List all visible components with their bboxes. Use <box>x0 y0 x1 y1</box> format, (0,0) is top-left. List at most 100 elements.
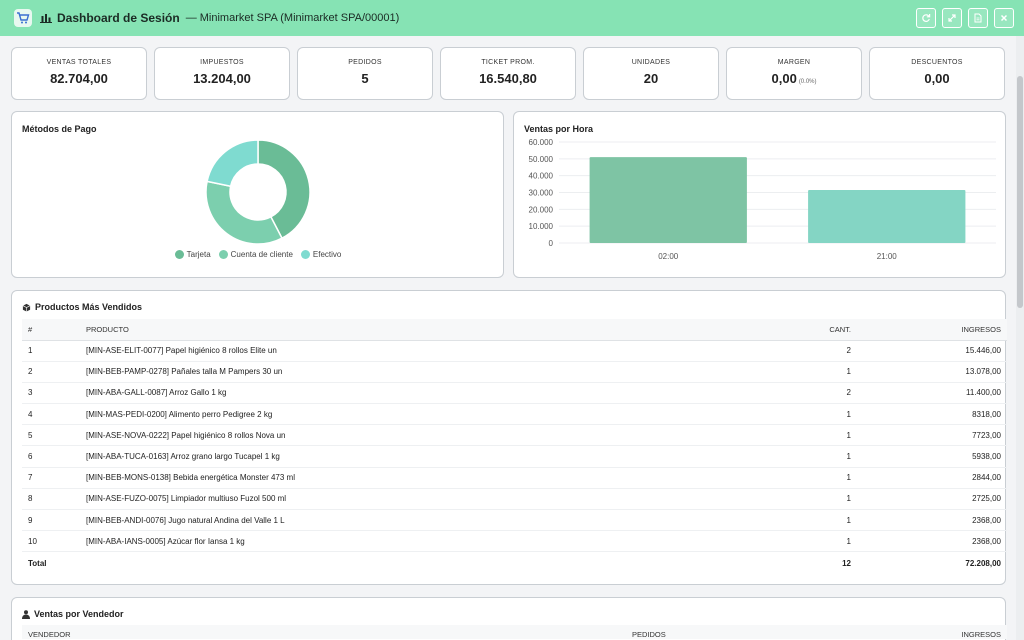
kpi-label: MARGEN <box>777 59 811 66</box>
row-product: [MIN-BEB-PAMP-0278] Pañales talla M Pamp… <box>80 361 777 383</box>
total-income: 72.208,00 <box>857 551 1007 574</box>
bar-0200[interactable] <box>589 157 747 243</box>
kpi-value-number: 0,00 <box>771 71 797 86</box>
row-product: [MIN-BEB-ANDI-0076] Jugo natural Andina … <box>80 509 777 532</box>
bar-chart-icon <box>40 13 52 23</box>
row-income: 15.446,00 <box>857 340 1007 362</box>
row-product: [MIN-ASE-NOVA-0222] Papel higiénico 8 ro… <box>80 424 777 447</box>
expand-icon <box>948 14 956 22</box>
close-button[interactable] <box>994 8 1014 28</box>
donut-slice-efectivo[interactable] <box>206 139 259 188</box>
kpi-descuentos: DESCUENTOS 0,00 <box>869 47 1005 100</box>
top-products-panel: Productos Más Vendidos # PRODUCTO CANT. … <box>11 290 1007 585</box>
kpi-unidades: UNIDADES 20 <box>583 47 719 100</box>
box-icon <box>22 303 31 312</box>
legend-label: Tarjeta <box>186 250 211 259</box>
kpi-value: 20 <box>643 71 659 86</box>
row-qty: 1 <box>777 509 857 532</box>
table-row[interactable]: 5 [MIN-ASE-NOVA-0222] Papel higiénico 8 r… <box>22 424 1007 447</box>
legend-item-efectivo[interactable]: Efectivo <box>300 250 341 259</box>
table-row[interactable]: 9 [MIN-BEB-ANDI-0076] Jugo natural Andina… <box>22 509 1007 532</box>
legend-label: Cuenta de cliente <box>230 250 293 259</box>
total-qty: 12 <box>777 551 857 574</box>
sellers-table-header: VENDEDOR PEDIDOS INGRESOS <box>22 625 1007 639</box>
sales-by-seller-panel: Ventas por Vendedor VENDEDOR PEDIDOS ING… <box>11 597 1007 640</box>
row-number: 9 <box>22 509 80 532</box>
y-tick-label: 30.000 <box>529 189 554 198</box>
table-row[interactable]: 6 [MIN-ABA-TUCA-0163] Arroz grano largo T… <box>22 445 1007 468</box>
row-number: 5 <box>22 424 80 447</box>
column-header-seller[interactable]: VENDEDOR <box>28 630 71 639</box>
row-number: 8 <box>22 488 80 511</box>
scrollbar-thumb[interactable] <box>1017 76 1023 308</box>
kpi-label: TICKET PROM. <box>481 59 535 66</box>
row-qty: 1 <box>777 467 857 489</box>
kpi-value: 0,00 <box>924 71 950 86</box>
row-product: [MIN-ABA-IANS-0005] Azúcar flor Iansa 1 … <box>80 530 777 553</box>
table-row[interactable]: 10 [MIN-ABA-IANS-0005] Azúcar flor Iansa … <box>22 530 1007 553</box>
row-product: [MIN-MAS-PEDI-0200] Alimento perro Pedig… <box>80 403 777 426</box>
row-income: 2368,00 <box>857 509 1007 532</box>
table-row[interactable]: 1 [MIN-ASE-ELIT-0077] Papel higiénico 8 r… <box>22 340 1007 362</box>
kpi-pedidos: PEDIDOS 5 <box>297 47 433 100</box>
payment-legend: Tarjeta Cuenta de cliente Efectivo <box>12 250 504 259</box>
row-income: 11.400,00 <box>857 382 1007 405</box>
row-product: [MIN-ASE-ELIT-0077] Papel higiénico 8 ro… <box>80 340 777 362</box>
row-income: 2368,00 <box>857 530 1007 553</box>
hourly-sales-bar-chart: 0 10.000 20.000 30.000 40.000 50.000 60.000 02:… <box>529 138 996 261</box>
kpi-value: 82.704,00 <box>50 71 108 86</box>
hourly-sales-panel: Ventas por Hora 0 10.000 20.000 30.000 40.00… <box>513 111 1006 278</box>
top-products-header: Productos Más Vendidos <box>22 302 142 312</box>
expand-button[interactable] <box>942 8 962 28</box>
cart-icon <box>14 9 32 27</box>
row-number: 3 <box>22 382 80 405</box>
kpi-label: VENTAS TOTALES <box>46 59 112 66</box>
donut-slice-tarjeta[interactable] <box>257 139 311 240</box>
row-income: 5938,00 <box>857 445 1007 468</box>
donut-slice-cuenta-de-cliente[interactable] <box>205 180 283 245</box>
row-qty: 1 <box>777 445 857 468</box>
legend-item-tarjeta[interactable]: Tarjeta <box>174 250 211 259</box>
table-header-row: # PRODUCTO CANT. INGRESOS <box>22 319 1007 341</box>
table-row[interactable]: 7 [MIN-BEB-MONS-0138] Bebida energética M… <box>22 467 1007 489</box>
legend-item-cuenta-cliente[interactable]: Cuenta de cliente <box>218 250 293 259</box>
kpi-value: 5 <box>361 71 369 86</box>
row-number: 1 <box>22 340 80 362</box>
row-qty: 1 <box>777 530 857 553</box>
table-row[interactable]: 2 [MIN-BEB-PAMP-0278] Pañales talla M Pam… <box>22 361 1007 383</box>
kpi-margen: MARGEN 0,00 (0.0%) <box>726 47 862 100</box>
payment-donut-chart <box>205 139 311 245</box>
column-header-orders[interactable]: PEDIDOS <box>632 630 666 639</box>
kpi-ticket-prom: TICKET PROM. 16.540,80 <box>440 47 576 100</box>
sales-by-seller-header: Ventas por Vendedor <box>22 609 124 619</box>
table-row[interactable]: 4 [MIN-MAS-PEDI-0200] Alimento perro Pedi… <box>22 403 1007 426</box>
kpi-label: DESCUENTOS <box>911 59 963 66</box>
page-title: Dashboard de Sesión <box>57 11 180 25</box>
table-row[interactable]: 3 [MIN-ABA-GALL-0087] Arroz Gallo 1 kg 2 11… <box>22 382 1007 405</box>
kpi-margin-percent: (0.0%) <box>798 79 817 85</box>
column-header-qty[interactable]: CANT. <box>777 319 857 341</box>
dashboard-header: Dashboard de Sesión — Minimarket SPA (Mi… <box>0 0 1024 36</box>
row-number: 4 <box>22 403 80 426</box>
row-product: [MIN-ABA-GALL-0087] Arroz Gallo 1 kg <box>80 382 777 405</box>
page-scrollbar[interactable] <box>1016 36 1024 640</box>
y-tick-label: 50.000 <box>529 155 554 164</box>
row-number: 2 <box>22 361 80 383</box>
kpi-value: 0,00 (0.0%) <box>727 71 861 86</box>
row-number: 6 <box>22 445 80 468</box>
row-product: [MIN-BEB-MONS-0138] Bebida energética Mo… <box>80 467 777 489</box>
refresh-button[interactable] <box>916 8 936 28</box>
column-header-number[interactable]: # <box>22 319 80 341</box>
table-row[interactable]: 8 [MIN-ASE-FUZO-0075] Limpiador multiuso … <box>22 488 1007 511</box>
kpi-value: 16.540,80 <box>479 71 537 86</box>
column-header-product[interactable]: PRODUCTO <box>80 319 777 341</box>
payment-methods-title: Métodos de Pago <box>22 124 97 134</box>
column-header-income[interactable]: INGRESOS <box>857 319 1007 341</box>
row-income: 7723,00 <box>857 424 1007 447</box>
column-header-income[interactable]: INGRESOS <box>961 630 1001 639</box>
bar-2100[interactable] <box>808 189 966 243</box>
sales-by-seller-title: Ventas por Vendedor <box>34 609 124 619</box>
session-subtitle: — Minimarket SPA (Minimarket SPA/00001) <box>185 12 400 24</box>
pdf-button[interactable] <box>968 8 988 28</box>
row-income: 2725,00 <box>857 488 1007 511</box>
